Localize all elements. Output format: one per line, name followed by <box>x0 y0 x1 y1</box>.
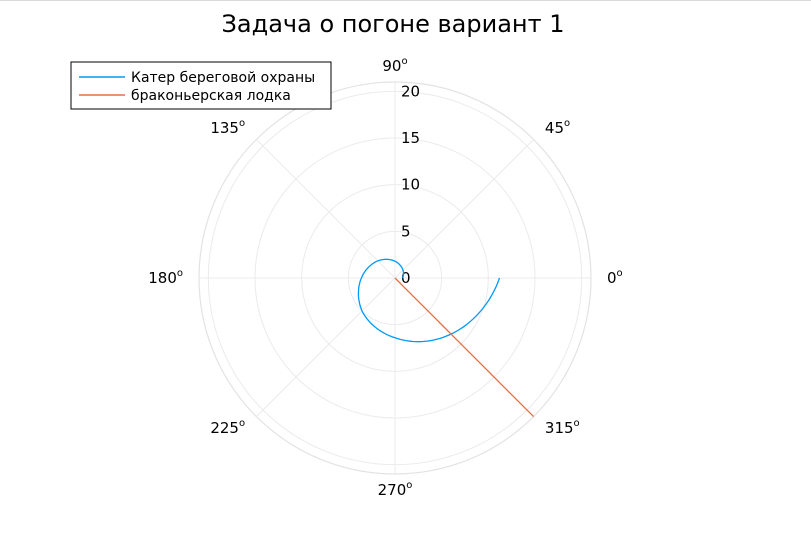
legend: Катер береговой охраны браконьерская лодк… <box>70 61 332 110</box>
series-lines <box>357 258 535 418</box>
angle-tick-label: 45o <box>545 118 570 137</box>
angle-tick-label: 135o <box>210 118 245 137</box>
legend-box <box>70 61 332 110</box>
angle-tick-label: 225o <box>210 418 245 437</box>
angular-tick-labels: 0o 45o 90o 135o 180o 225o 270o 315o <box>148 56 622 499</box>
legend-label: браконьерская лодка <box>131 88 291 104</box>
radial-tick-labels: 0 5 10 15 20 <box>401 82 420 287</box>
angle-tick-label: 90o <box>382 56 407 75</box>
radial-tick-label: 10 <box>401 176 420 194</box>
radial-tick-label: 15 <box>401 129 420 147</box>
grid-spoke <box>256 277 396 417</box>
radial-tick-label: 5 <box>401 222 411 240</box>
top-border <box>0 0 811 1</box>
angle-tick-label: 270o <box>378 480 413 499</box>
radial-tick-label: 20 <box>401 82 420 100</box>
grid-spoke <box>256 139 396 279</box>
legend-label: Катер береговой охраны <box>131 70 315 86</box>
series-line-0 <box>357 258 501 343</box>
angle-tick-label: 0o <box>607 268 623 287</box>
radial-tick-label: 0 <box>401 269 411 287</box>
polar-grid <box>198 81 592 475</box>
angle-tick-label: 180o <box>148 268 183 287</box>
grid-spoke <box>394 139 534 279</box>
series-line-1 <box>394 277 535 418</box>
angle-tick-label: 315o <box>545 418 580 437</box>
chart-title: Задача о погоне вариант 1 <box>222 10 565 38</box>
